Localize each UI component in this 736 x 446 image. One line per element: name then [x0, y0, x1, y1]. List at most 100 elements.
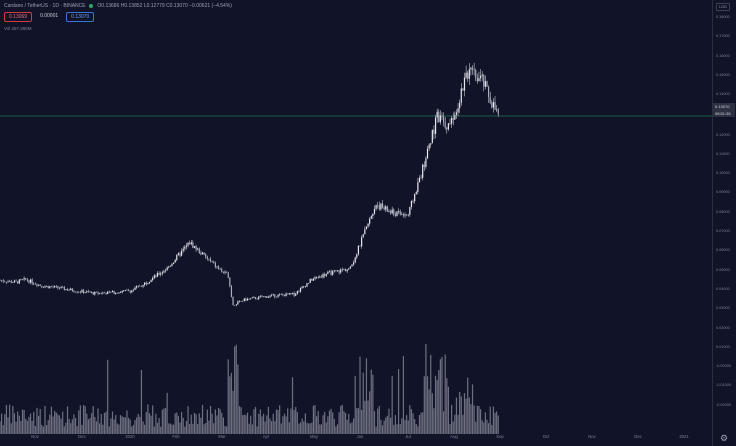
volume-bar	[354, 376, 356, 434]
volume-bar	[222, 417, 225, 434]
volume-bar	[219, 409, 221, 434]
volume-bar	[201, 404, 204, 434]
price-axis[interactable]	[712, 0, 736, 446]
volume-bar	[396, 424, 398, 434]
candle-body	[262, 296, 265, 298]
volume-bar	[451, 404, 453, 434]
chart-canvas[interactable]	[0, 0, 712, 446]
volume-bar	[271, 421, 273, 434]
volume-bar	[275, 409, 278, 434]
volume-bar	[320, 424, 323, 434]
volume-bar	[31, 420, 33, 434]
volume-bar	[78, 410, 80, 434]
candle-body	[187, 242, 189, 246]
candle-body	[344, 269, 347, 272]
candle-body	[486, 81, 488, 88]
volume-bar	[438, 370, 440, 434]
volume-bars	[0, 344, 499, 434]
candle-body	[319, 276, 321, 278]
candle-body	[126, 289, 128, 291]
candle-body	[142, 284, 144, 287]
candle-body	[116, 292, 118, 294]
time-tick-label: Dec	[78, 434, 86, 439]
volume-bar	[4, 414, 6, 434]
gear-icon[interactable]: ⚙	[719, 433, 729, 443]
candle-body	[25, 278, 27, 280]
candle-body	[314, 277, 316, 279]
candle-body	[341, 269, 343, 271]
candle-body	[428, 144, 430, 149]
price-tick-label: 0.16000	[716, 53, 730, 58]
sell-button[interactable]: 0.13069	[4, 12, 33, 22]
candle-body	[111, 290, 114, 293]
volume-bar	[266, 415, 268, 434]
candle-body	[44, 286, 46, 288]
volume-bar	[189, 424, 191, 434]
volume-bar	[332, 412, 334, 434]
volume-bar	[290, 408, 292, 434]
volume-bar	[163, 408, 165, 434]
volume-bar	[258, 413, 260, 434]
candle-body	[475, 69, 477, 79]
volume-bar	[404, 420, 406, 434]
candle-body	[54, 286, 56, 288]
price-tick-label: 0.06000	[716, 248, 730, 253]
log-scale-button[interactable]: LOG	[716, 3, 730, 11]
volume-bar	[47, 419, 49, 434]
volume-bar	[132, 424, 134, 434]
candle-body	[251, 297, 253, 299]
volume-bar	[110, 418, 112, 434]
volume-bar	[95, 421, 98, 434]
candle-body	[414, 193, 416, 202]
candle-body	[50, 286, 53, 288]
volume-bar	[92, 406, 94, 434]
candle-body	[127, 290, 130, 292]
candle-body	[86, 291, 88, 293]
volume-bar	[66, 406, 69, 434]
volume-bar	[406, 415, 408, 434]
volume-bar	[205, 423, 207, 434]
volume-legend: Vol 257.265M	[4, 26, 32, 31]
buy-button[interactable]: 0.13070	[66, 12, 95, 22]
volume-bar	[89, 418, 91, 434]
volume-bar	[420, 412, 422, 434]
volume-bar	[115, 414, 117, 434]
candle-body	[177, 253, 180, 256]
candle-body	[197, 248, 199, 250]
volume-bar	[103, 412, 106, 434]
volume-bar	[261, 416, 263, 434]
volume-bar	[119, 415, 122, 434]
candle-body	[417, 182, 419, 193]
candle-body	[20, 279, 22, 281]
volume-bar	[102, 424, 104, 434]
candle-body	[290, 293, 292, 294]
volume-bar	[484, 412, 486, 434]
candle-body	[381, 203, 384, 208]
candle-body	[275, 296, 278, 298]
volume-bar	[293, 409, 295, 434]
volume-bar	[39, 409, 41, 434]
volume-bar	[386, 415, 388, 434]
volume-bar	[288, 422, 290, 434]
volume-bar	[460, 396, 462, 434]
spread-value: 0.00001	[40, 13, 59, 19]
candle-body	[171, 263, 173, 266]
volume-bar	[155, 413, 157, 434]
volume-bar	[34, 425, 36, 434]
volume-bar	[312, 405, 315, 434]
time-tick-label: Nov	[588, 434, 596, 439]
candle-body	[436, 111, 438, 118]
price-tick-label: 0.15000	[716, 72, 730, 77]
candle-body	[39, 284, 41, 286]
volume-bar	[29, 413, 32, 434]
candle-body	[174, 260, 176, 263]
candle-body	[240, 301, 242, 302]
volume-bar	[55, 412, 57, 434]
volume-bar	[299, 422, 302, 434]
volume-bar	[41, 424, 43, 434]
candle-body	[479, 75, 482, 79]
candle-body	[357, 245, 360, 255]
time-tick-label: Apr	[262, 434, 270, 439]
candle-body	[203, 252, 205, 255]
symbol-title[interactable]: Cardano / TetherUS · 1D · BINANCE	[4, 3, 86, 9]
